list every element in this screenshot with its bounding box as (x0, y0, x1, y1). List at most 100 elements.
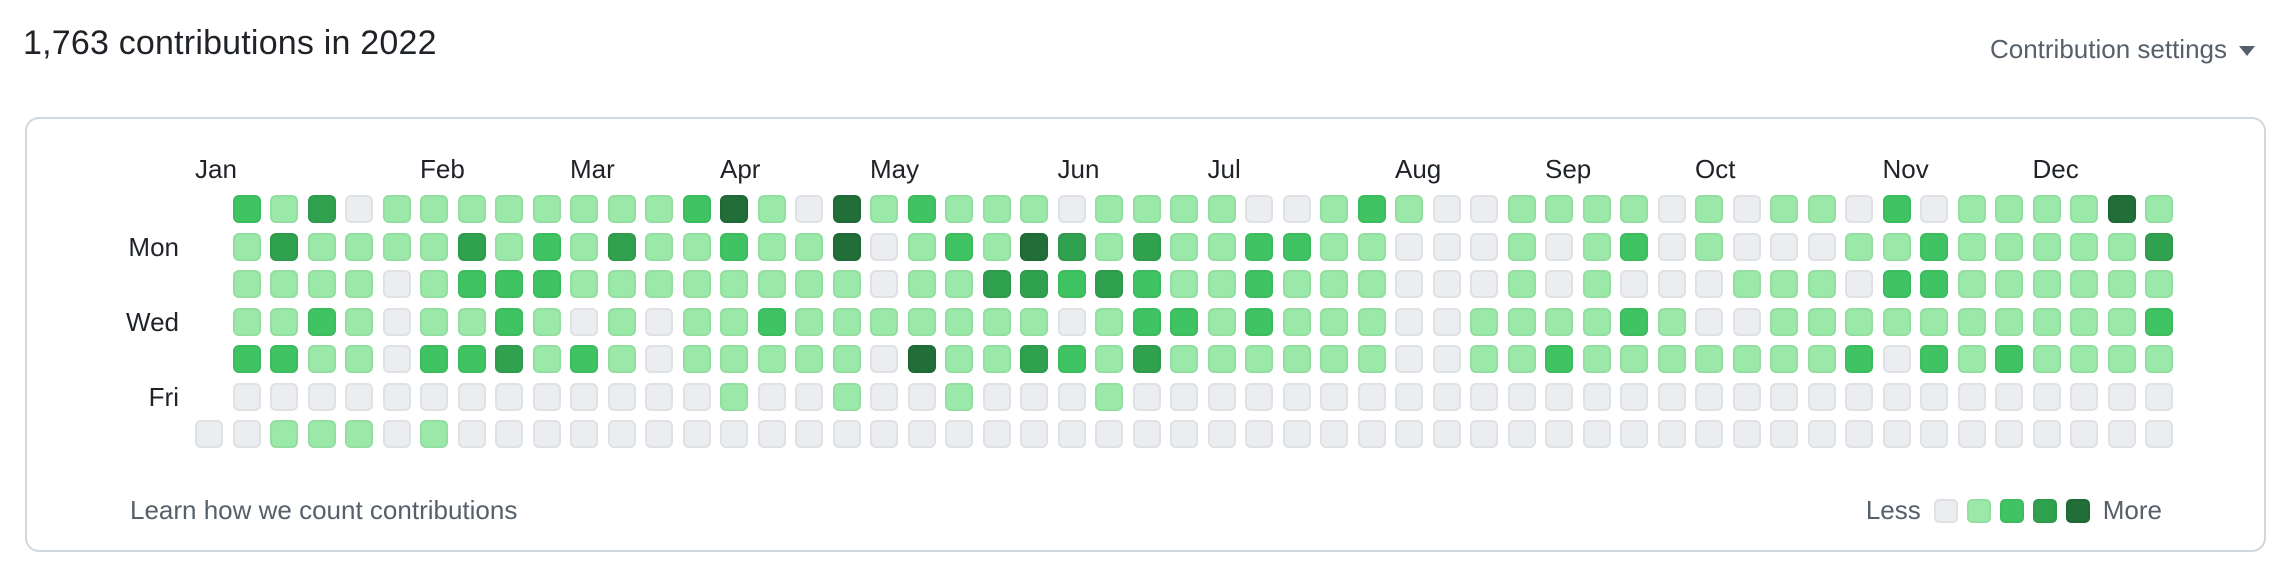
contribution-cell[interactable] (1395, 232, 1423, 261)
contribution-cell[interactable] (1057, 232, 1086, 261)
contribution-cell[interactable] (645, 345, 673, 373)
contribution-cell[interactable] (345, 307, 373, 336)
contribution-cell[interactable] (907, 307, 936, 336)
contribution-cell[interactable] (1920, 270, 1948, 298)
contribution-cell[interactable] (1020, 232, 1048, 261)
contribution-cell[interactable] (1395, 195, 1423, 223)
contribution-cell[interactable] (1657, 270, 1686, 298)
contribution-cell[interactable] (1770, 195, 1798, 223)
contribution-cell[interactable] (1957, 232, 1986, 261)
contribution-cell[interactable] (945, 307, 973, 336)
contribution-cell[interactable] (457, 232, 486, 261)
contribution-cell[interactable] (720, 307, 748, 336)
contribution-cell[interactable] (1020, 270, 1048, 298)
contribution-cell[interactable] (1995, 270, 2023, 298)
contribution-cell[interactable] (495, 270, 523, 298)
contribution-cell[interactable] (570, 270, 598, 298)
contribution-cell[interactable] (1320, 307, 1348, 336)
contribution-cell[interactable] (1245, 195, 1273, 223)
contribution-cell[interactable] (1470, 382, 1498, 411)
contribution-cell[interactable] (1357, 195, 1386, 223)
contribution-cell[interactable] (382, 270, 411, 298)
contribution-cell[interactable] (345, 345, 373, 373)
contribution-cell[interactable] (420, 382, 448, 411)
contribution-cell[interactable] (1395, 270, 1423, 298)
contribution-cell[interactable] (457, 345, 486, 373)
contribution-cell[interactable] (1095, 270, 1123, 298)
contribution-cell[interactable] (1732, 195, 1761, 223)
contribution-cell[interactable] (982, 232, 1011, 261)
contribution-cell[interactable] (307, 270, 336, 298)
contribution-cell[interactable] (982, 382, 1011, 411)
contribution-cell[interactable] (907, 270, 936, 298)
contribution-cell[interactable] (982, 345, 1011, 373)
contribution-cell[interactable] (945, 232, 973, 261)
contribution-cell[interactable] (1282, 420, 1311, 448)
contribution-cell[interactable] (1807, 195, 1836, 223)
contribution-cell[interactable] (270, 232, 298, 261)
contribution-cell[interactable] (1995, 420, 2023, 448)
contribution-cell[interactable] (1245, 345, 1273, 373)
contribution-cell[interactable] (1732, 307, 1761, 336)
contribution-cell[interactable] (720, 382, 748, 411)
contribution-cell[interactable] (1620, 307, 1648, 336)
contribution-cell[interactable] (232, 232, 261, 261)
contribution-cell[interactable] (1470, 195, 1498, 223)
contribution-cell[interactable] (2107, 307, 2136, 336)
contribution-cell[interactable] (757, 345, 786, 373)
contribution-cell[interactable] (495, 195, 523, 223)
contribution-cell[interactable] (1282, 270, 1311, 298)
contribution-cell[interactable] (1245, 307, 1273, 336)
contribution-cell[interactable] (1845, 270, 1873, 298)
contribution-cell[interactable] (1807, 420, 1836, 448)
contribution-cell[interactable] (232, 382, 261, 411)
contribution-cell[interactable] (1057, 345, 1086, 373)
contribution-cell[interactable] (1657, 307, 1686, 336)
contribution-cell[interactable] (645, 420, 673, 448)
contribution-cell[interactable] (1882, 345, 1911, 373)
contribution-cell[interactable] (720, 420, 748, 448)
contribution-cell[interactable] (495, 382, 523, 411)
contribution-cell[interactable] (907, 420, 936, 448)
contribution-cell[interactable] (2070, 232, 2098, 261)
contribution-cell[interactable] (2145, 232, 2173, 261)
contribution-cell[interactable] (345, 232, 373, 261)
contribution-cell[interactable] (2107, 195, 2136, 223)
contribution-cell[interactable] (870, 420, 898, 448)
contribution-cell[interactable] (832, 232, 861, 261)
contribution-cell[interactable] (382, 420, 411, 448)
contribution-cell[interactable] (270, 195, 298, 223)
contribution-cell[interactable] (1320, 420, 1348, 448)
contribution-cell[interactable] (420, 270, 448, 298)
contribution-cell[interactable] (1995, 382, 2023, 411)
contribution-cell[interactable] (1170, 307, 1198, 336)
contribution-cell[interactable] (2107, 270, 2136, 298)
contribution-cell[interactable] (1920, 420, 1948, 448)
contribution-cell[interactable] (795, 345, 823, 373)
contribution-cell[interactable] (1020, 382, 1048, 411)
contribution-cell[interactable] (2107, 420, 2136, 448)
contribution-cell[interactable] (795, 307, 823, 336)
contribution-cell[interactable] (682, 382, 711, 411)
contribution-cell[interactable] (495, 232, 523, 261)
contribution-cell[interactable] (1657, 345, 1686, 373)
contribution-cell[interactable] (1657, 232, 1686, 261)
contribution-cell[interactable] (1320, 270, 1348, 298)
contribution-cell[interactable] (1545, 195, 1573, 223)
contribution-settings-dropdown[interactable]: Contribution settings (1990, 34, 2255, 65)
contribution-cell[interactable] (1732, 232, 1761, 261)
contribution-cell[interactable] (832, 420, 861, 448)
contribution-cell[interactable] (1395, 307, 1423, 336)
contribution-cell[interactable] (1882, 195, 1911, 223)
contribution-cell[interactable] (945, 270, 973, 298)
contribution-cell[interactable] (682, 232, 711, 261)
contribution-cell[interactable] (1282, 345, 1311, 373)
contribution-cell[interactable] (757, 195, 786, 223)
contribution-cell[interactable] (645, 195, 673, 223)
contribution-cell[interactable] (1620, 420, 1648, 448)
contribution-cell[interactable] (645, 307, 673, 336)
contribution-cell[interactable] (570, 382, 598, 411)
contribution-cell[interactable] (870, 307, 898, 336)
contribution-cell[interactable] (1807, 345, 1836, 373)
contribution-cell[interactable] (382, 345, 411, 373)
